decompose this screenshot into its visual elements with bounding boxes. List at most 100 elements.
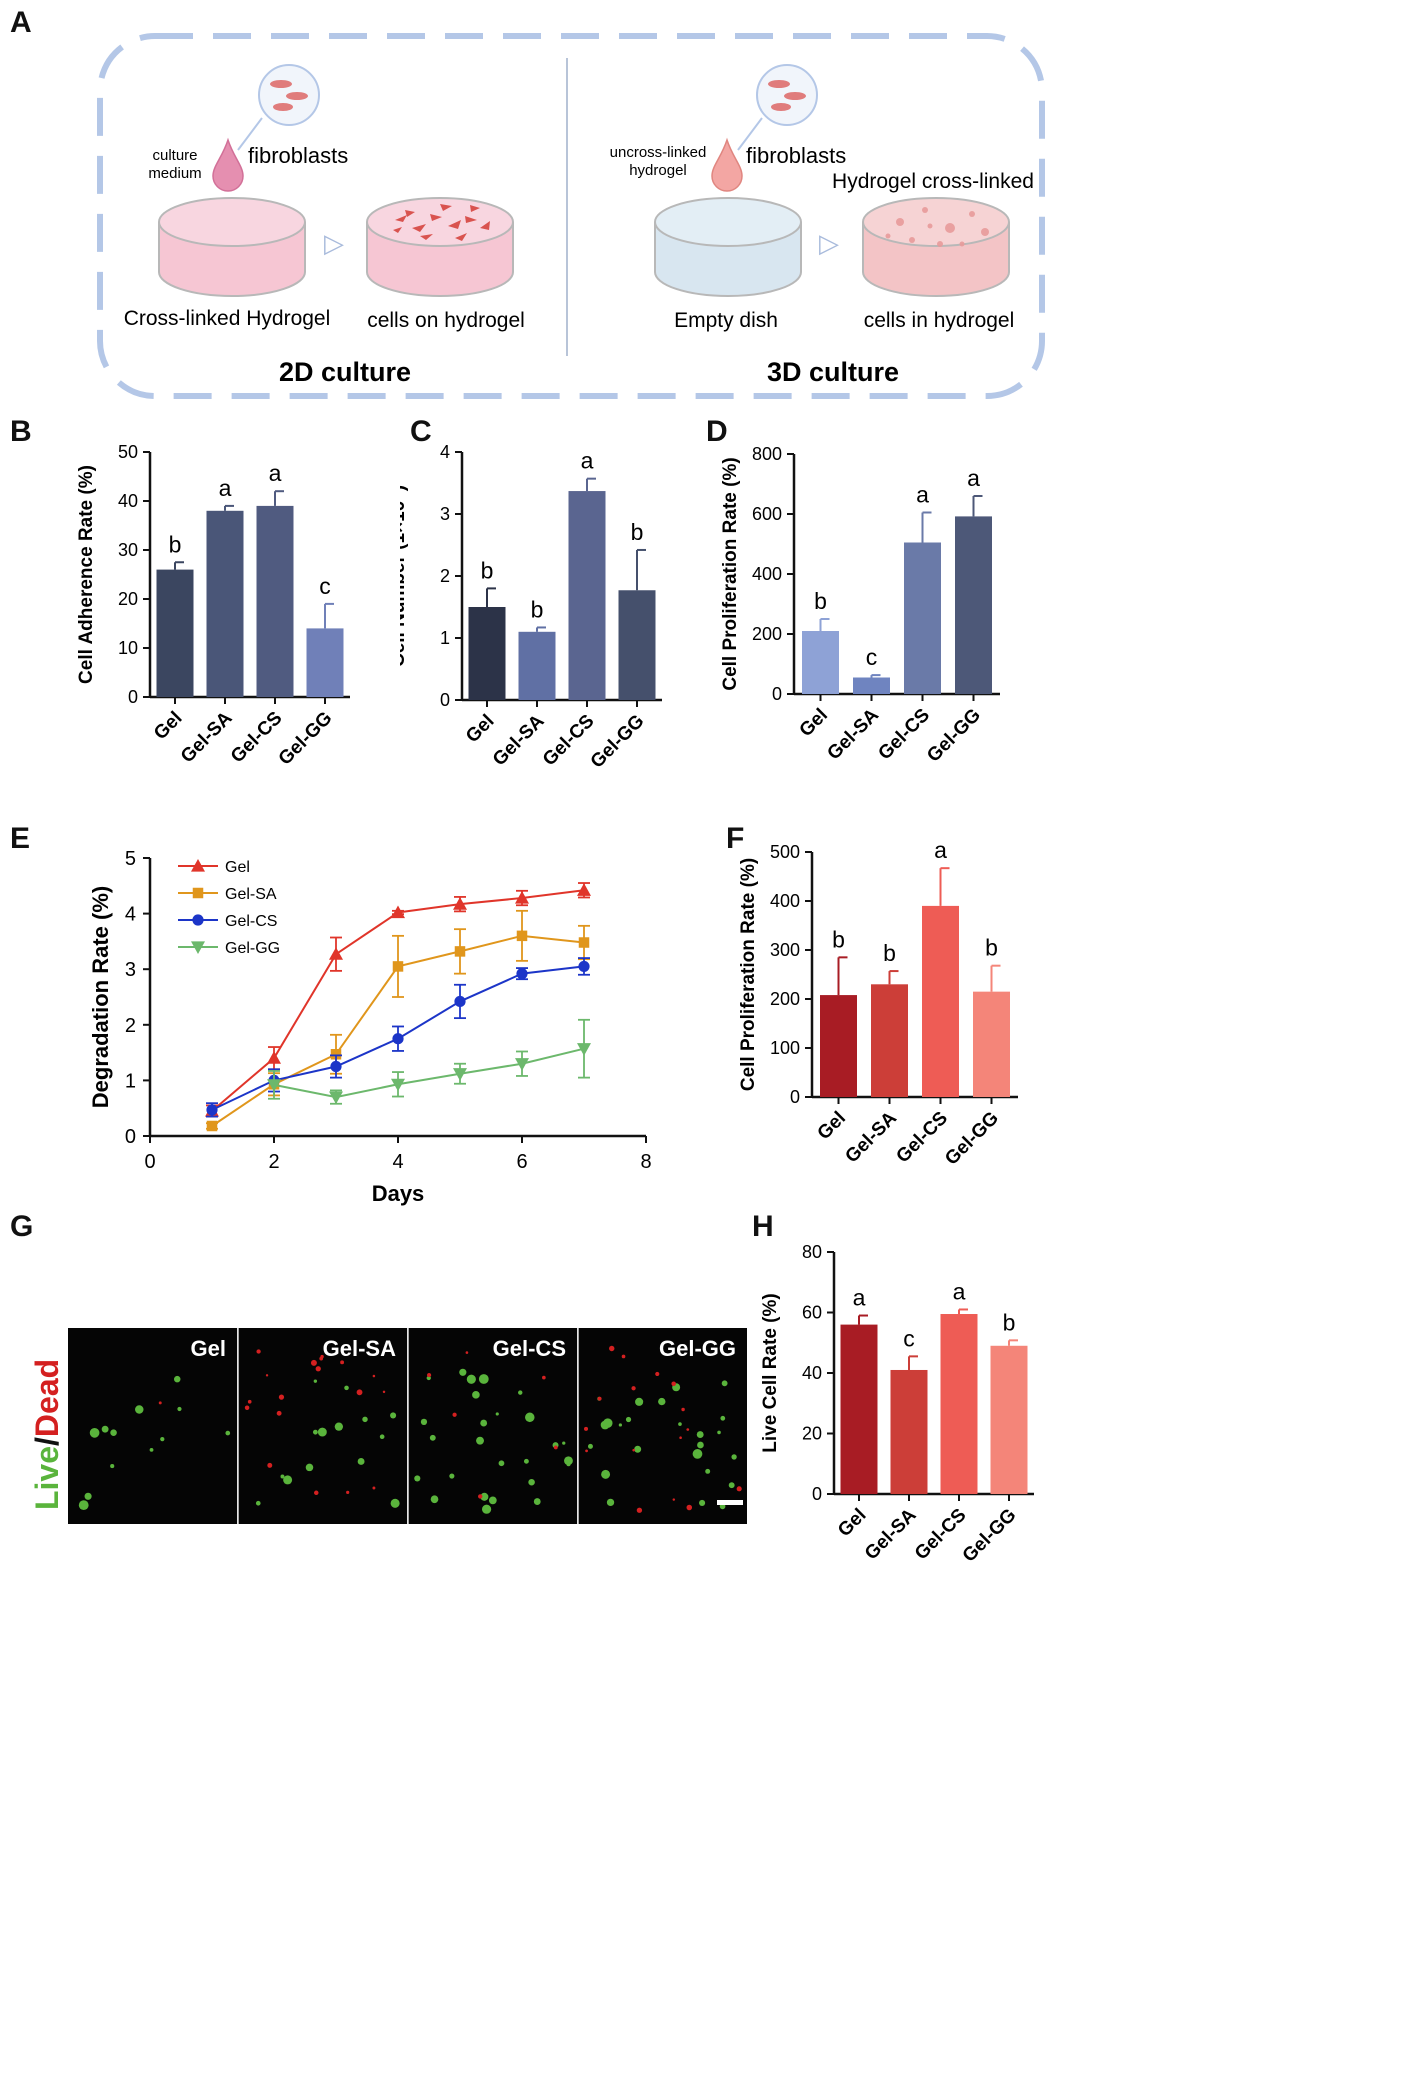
data-point [578,960,590,973]
empty-dish-icon [654,197,802,297]
data-point [515,1058,529,1071]
hydrogel-dish-icon [158,197,306,297]
tile-label: Gel-SA [323,1336,396,1361]
data-point [578,937,590,948]
dead-cell [736,1486,742,1492]
live-cell [160,1437,165,1442]
live-cell [472,1391,480,1399]
y-tick-label: 500 [770,842,800,862]
y-tick-label: 20 [118,589,138,609]
y-tick-label: 4 [440,442,450,462]
x-tick-label: Gel-SA [177,707,237,767]
significance-letter: b [883,940,896,966]
series-gel-gg [267,1018,591,1105]
dead-cell [621,1354,626,1359]
micrograph-tile-gel [68,1328,237,1524]
dead-cell [315,1366,321,1372]
legend-label: Gel-GG [225,940,280,957]
bar-gel-gg [306,628,344,697]
dish1-label: Cross-linked Hydrogel [124,307,331,330]
drop-label-right-line2: hydrogel [629,162,687,179]
dead-cell [672,1498,676,1501]
data-point [330,1060,342,1073]
live-cell [697,1441,704,1449]
drop-label-line2: medium [148,165,201,182]
dead-cell [553,1445,558,1450]
dead-cell [636,1507,643,1513]
live-cell [362,1416,368,1423]
bar-gel-cs [904,542,941,694]
x-tick-label: Gel-GG [587,711,649,773]
chart-e-degradation: 0 1 2 3 4 5 0 2 4 6 8 Days Degradation Rate (%) Gel Ge… [88,848,652,1206]
live-cell [478,1374,489,1384]
y-tick-label: 0 [440,690,450,710]
y-tick-label: 30 [118,540,138,560]
data-point [577,1043,591,1056]
x-tick-label: Gel-GG [941,1108,1003,1170]
live-cell [518,1390,523,1395]
live-cell [78,1500,89,1511]
x-tick-label: Gel-GG [923,705,985,767]
live-cell [420,1418,428,1426]
y-tick-label: 40 [118,491,138,511]
live-cell [313,1379,318,1383]
significance-letter: a [916,482,929,508]
dead-cell [265,1374,269,1377]
fibroblasts-label-right: fibroblasts [746,143,846,168]
bar-gel-sa [871,984,908,1097]
y-tick-label: 80 [802,1242,822,1262]
culture-2d-title: 2D culture [279,357,411,387]
live-cell [84,1492,92,1500]
y-tick-label: 2 [125,1015,136,1037]
x-tick-label: Gel-CS [874,705,934,765]
live-cell [476,1436,484,1445]
drop-label-right-line1: uncross-linked [610,144,707,161]
x-tick-label: Gel [150,708,187,745]
data-point [206,1120,218,1132]
legend-marker [191,859,205,872]
data-point [267,1079,281,1092]
live-cell [280,1474,285,1479]
y-tick-label: 0 [790,1087,800,1107]
live-cell [459,1368,467,1376]
x-tick-label: 2 [268,1151,279,1173]
legend-label: Gel-CS [225,913,277,930]
live-cell [101,1425,109,1433]
bar-gel-gg [618,590,656,700]
live-cell [562,1441,566,1445]
live-cell [721,1380,728,1387]
live-cell [255,1500,261,1506]
dead-cell [686,1504,693,1511]
data-point [329,947,343,960]
panel-label-c: C [410,415,432,448]
dead-cell [679,1436,682,1439]
y-tick-label: 0 [772,684,782,704]
bar-gel [840,1324,878,1494]
live-cell [283,1475,293,1485]
x-tick-label: 0 [144,1151,155,1173]
significance-letter: b [481,557,494,583]
cells-on-hydrogel-dish-icon [366,197,514,297]
live-cell [634,1445,642,1453]
live-cell [344,1385,349,1391]
live-cell [495,1412,499,1416]
svg-text:Live/Dead: Live/Dead [29,1359,65,1510]
y-tick-label: 20 [802,1424,822,1444]
legend-marker [191,941,205,954]
data-point [516,930,528,942]
significance-letter: c [903,1325,915,1351]
live-cell [720,1415,726,1421]
data-point [267,1051,281,1064]
significance-letter: b [531,596,544,622]
live-cell [625,1416,632,1423]
y-tick-label: 1 [440,628,450,648]
micrograph-tile-gel-sa [238,1328,407,1524]
dead-cell [585,1449,588,1453]
significance-letter: a [967,465,980,491]
significance-letter: b [631,519,644,545]
significance-letter: a [219,475,232,501]
live-cell [488,1496,497,1505]
significance-letter: b [814,588,827,614]
y-tick-label: 1 [125,1070,136,1092]
y-tick-label: 800 [752,444,782,464]
